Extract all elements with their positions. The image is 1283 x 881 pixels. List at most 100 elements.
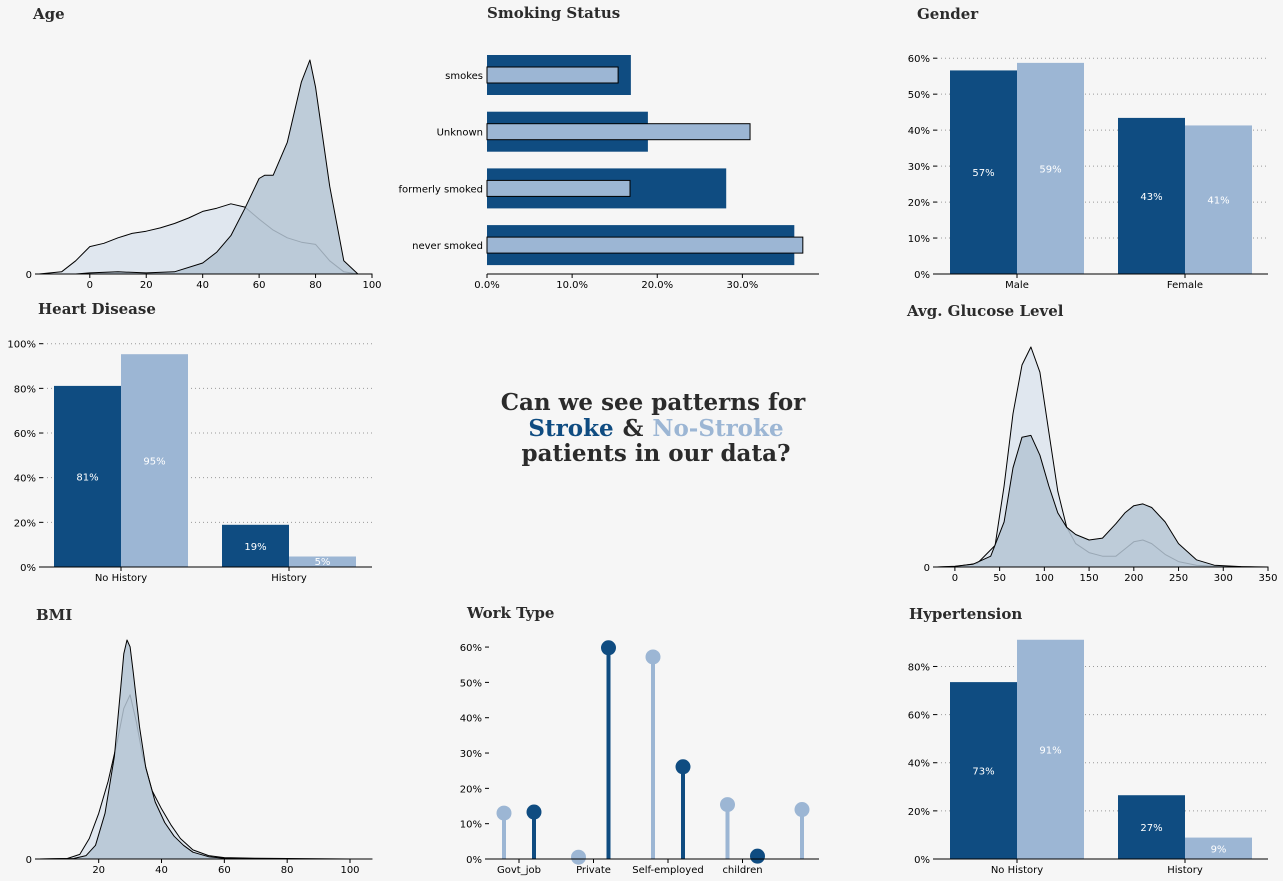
- y-tick-label: 0: [924, 563, 930, 574]
- y-tick-label: 60%: [14, 429, 36, 440]
- x-tick-label: 350: [1258, 573, 1277, 584]
- no-stroke-bar: [1185, 837, 1252, 859]
- stroke-bar: [1118, 117, 1185, 275]
- bar-value-label: 95%: [143, 457, 165, 468]
- x-tick-label: Govt_job: [497, 865, 541, 876]
- x-tick-label: 200: [1124, 573, 1143, 584]
- y-tick-label: formerly smoked: [399, 184, 483, 195]
- y-tick-label: 20%: [908, 807, 930, 818]
- no-stroke-marker: [720, 797, 735, 813]
- y-tick-label: 80%: [14, 384, 36, 395]
- y-tick-label: 10%: [908, 234, 930, 245]
- y-tick-label: never smoked: [412, 241, 483, 252]
- no-stroke-marker: [571, 849, 586, 865]
- y-tick-label: 50%: [908, 90, 930, 101]
- stroke-bar: [54, 385, 121, 567]
- x-tick-label: 100: [1035, 573, 1054, 584]
- x-tick-label: 20: [92, 865, 105, 876]
- y-tick-label: 0%: [20, 563, 36, 574]
- stroke-marker: [601, 640, 616, 656]
- chart-title: BMI: [36, 606, 72, 624]
- headline-line-2: Stroke & No-Stroke: [528, 415, 783, 442]
- y-tick-label: 40%: [908, 759, 930, 770]
- x-tick-label: No History: [991, 865, 1043, 876]
- bar-value-label: 19%: [244, 542, 266, 553]
- y-tick-label: smokes: [445, 71, 483, 82]
- no-stroke-marker: [645, 649, 661, 665]
- x-tick-label: 250: [1169, 573, 1188, 584]
- bar-value-label: 57%: [972, 168, 994, 179]
- no-stroke-marker: [496, 805, 512, 821]
- y-tick-label: 0%: [914, 855, 930, 866]
- stroke-density-area: [38, 639, 373, 860]
- x-tick-label: 20: [140, 280, 153, 291]
- y-tick-label: Unknown: [437, 128, 483, 139]
- x-tick-label: 40: [155, 865, 168, 876]
- x-tick-label: children: [722, 865, 762, 876]
- no-stroke-bar: [486, 66, 619, 84]
- chart-title: Hypertension: [909, 605, 1022, 623]
- x-tick-label: 300: [1214, 573, 1233, 584]
- stroke-marker: [675, 759, 691, 775]
- x-tick-label: 40: [196, 280, 209, 291]
- bar-value-label: 41%: [1207, 196, 1229, 207]
- y-tick-label: 60%: [908, 54, 930, 65]
- y-tick-label: 0%: [914, 270, 930, 281]
- chart-title: Smoking Status: [487, 4, 620, 22]
- bar-value-label: 91%: [1039, 745, 1061, 756]
- x-tick-label: 80: [281, 865, 294, 876]
- chart-title: Heart Disease: [38, 300, 156, 318]
- no-stroke-marker: [794, 802, 810, 818]
- no-stroke-density-area: [936, 346, 1269, 568]
- headline-nostroke-word: No-Stroke: [652, 415, 783, 442]
- no-stroke-density-area: [38, 694, 373, 860]
- headline-line-1: Can we see patterns for: [501, 389, 806, 416]
- y-tick-label: 30%: [908, 162, 930, 173]
- y-tick-label: 60%: [908, 711, 930, 722]
- no-stroke-bar: [1017, 62, 1084, 274]
- y-tick-label: 0%: [466, 855, 482, 866]
- y-tick-label: 40%: [14, 474, 36, 485]
- y-tick-label: 20%: [460, 784, 482, 795]
- y-tick-label: 50%: [460, 678, 482, 689]
- x-tick-label: 100: [362, 280, 381, 291]
- bar-value-label: 5%: [315, 557, 331, 568]
- headline-line-3: patients in our data?: [522, 440, 791, 467]
- y-tick-label: 10%: [460, 820, 482, 831]
- x-tick-label: 10.0%: [556, 280, 588, 291]
- no-stroke-bar: [1185, 125, 1252, 275]
- chart-title: Age: [32, 5, 65, 23]
- y-tick-label: 60%: [460, 643, 482, 654]
- x-tick-label: History: [271, 573, 307, 584]
- x-tick-label: No History: [95, 573, 147, 584]
- x-tick-label: 80: [309, 280, 322, 291]
- chart-title: Gender: [917, 5, 979, 23]
- headline-ampersand: &: [623, 415, 644, 442]
- y-tick-label: 20%: [14, 518, 36, 529]
- no-stroke-bar: [486, 236, 804, 254]
- y-tick-label: 40%: [908, 126, 930, 137]
- y-tick-label: 0: [26, 270, 32, 281]
- stroke-marker: [526, 804, 542, 820]
- chart-title: Avg. Glucose Level: [906, 302, 1064, 320]
- x-tick-label: 60: [253, 280, 266, 291]
- plot-area: [936, 346, 1269, 568]
- x-tick-label: 30.0%: [726, 280, 758, 291]
- no-stroke-bar: [121, 354, 188, 567]
- y-tick-label: 80%: [908, 662, 930, 673]
- stroke-bar: [1118, 795, 1185, 859]
- no-stroke-bar: [1017, 639, 1084, 859]
- x-tick-label: 0: [952, 573, 958, 584]
- bar-value-label: 43%: [1140, 192, 1162, 203]
- x-tick-label: 60: [218, 865, 231, 876]
- stroke-bar: [222, 524, 289, 567]
- x-tick-label: Male: [1005, 280, 1029, 291]
- x-tick-label: 20.0%: [641, 280, 673, 291]
- no-stroke-bar: [486, 123, 751, 141]
- stroke-bar: [950, 70, 1017, 274]
- bar-value-label: 73%: [972, 767, 994, 778]
- bar-value-label: 27%: [1140, 823, 1162, 834]
- plot-area: [38, 639, 373, 860]
- no-stroke-bar: [486, 179, 631, 197]
